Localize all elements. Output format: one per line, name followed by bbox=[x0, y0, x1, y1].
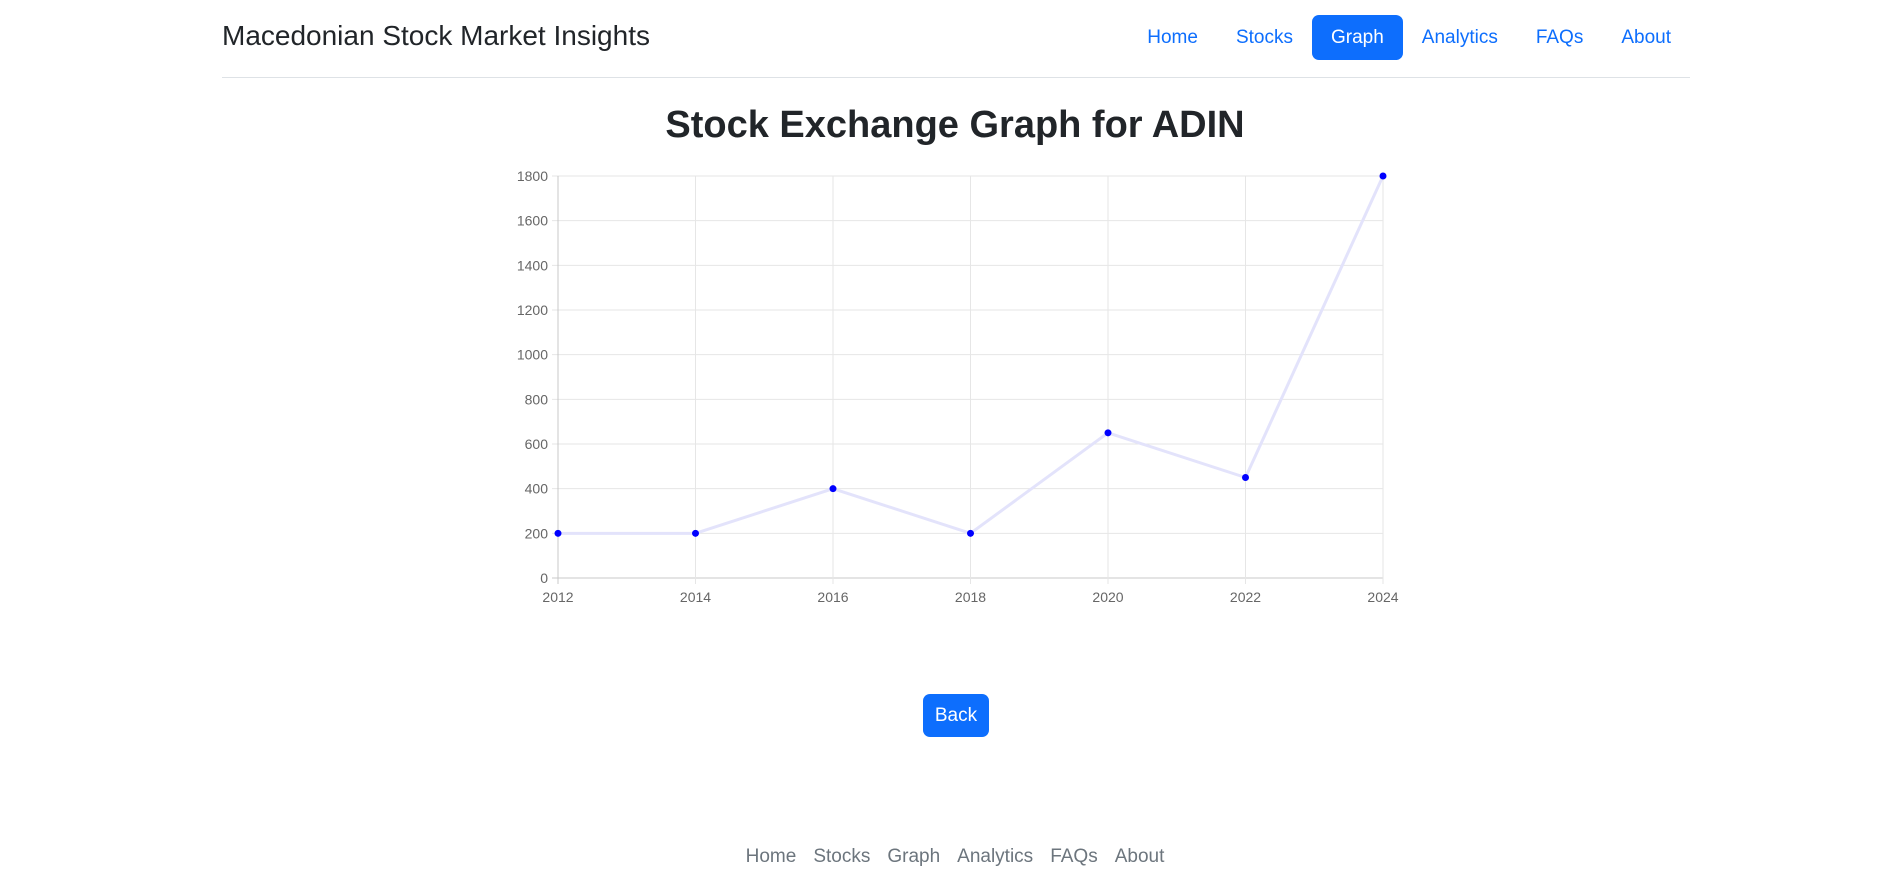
y-tick-label: 1800 bbox=[517, 168, 548, 184]
data-point bbox=[1379, 172, 1387, 180]
data-point bbox=[1242, 474, 1249, 481]
y-tick-label: 1000 bbox=[517, 347, 548, 363]
x-tick-label: 2014 bbox=[680, 589, 711, 605]
nav-about[interactable]: About bbox=[1621, 27, 1671, 48]
x-tick-label: 2024 bbox=[1367, 589, 1398, 605]
data-point bbox=[554, 529, 562, 537]
series-line bbox=[558, 175, 1385, 535]
footer-link-about[interactable]: About bbox=[1114, 846, 1165, 867]
y-tick-label: 1400 bbox=[517, 257, 548, 273]
y-tick-label: 1600 bbox=[517, 213, 548, 229]
data-point bbox=[692, 529, 699, 537]
y-tick-label: 600 bbox=[525, 436, 549, 452]
data-point bbox=[1104, 429, 1112, 437]
footer-nav: Home Stocks Graph Analytics FAQs About bbox=[0, 846, 1895, 868]
footer-link-analytics[interactable]: Analytics bbox=[957, 846, 1034, 867]
data-point bbox=[967, 529, 974, 537]
y-tick-label: 400 bbox=[525, 481, 549, 497]
y-tick-label: 1200 bbox=[517, 302, 548, 318]
data-point bbox=[829, 485, 837, 493]
x-tick-label: 2016 bbox=[817, 589, 848, 605]
back-button[interactable]: Back bbox=[923, 694, 989, 737]
nav-stocks[interactable]: Stocks bbox=[1235, 27, 1293, 48]
nav-graph[interactable]: Graph bbox=[1311, 15, 1403, 60]
y-tick-label: 800 bbox=[525, 391, 549, 407]
x-tick-label: 2022 bbox=[1230, 589, 1261, 605]
x-tick-label: 2018 bbox=[955, 589, 986, 605]
footer-link-graph[interactable]: Graph bbox=[887, 846, 941, 867]
footer-link-home[interactable]: Home bbox=[745, 846, 797, 867]
x-tick-label: 2020 bbox=[1092, 589, 1123, 605]
nav-analytics[interactable]: Analytics bbox=[1421, 27, 1498, 48]
nav-home[interactable]: Home bbox=[1147, 27, 1198, 48]
x-tick-label: 2012 bbox=[542, 589, 573, 605]
brand-title[interactable]: Macedonian Stock Market Insights bbox=[222, 20, 650, 51]
site-header: Macedonian Stock Market Insights Home St… bbox=[222, 0, 1690, 78]
page-title: Stock Exchange Graph for ADIN bbox=[665, 104, 1245, 146]
footer-link-stocks[interactable]: Stocks bbox=[813, 846, 871, 867]
y-tick-label: 200 bbox=[525, 525, 549, 541]
y-tick-label: 0 bbox=[540, 570, 548, 586]
nav-faqs[interactable]: FAQs bbox=[1535, 27, 1584, 48]
footer-link-faqs[interactable]: FAQs bbox=[1050, 846, 1098, 867]
main-nav: Home Stocks Graph Analytics FAQs About bbox=[1128, 15, 1690, 60]
